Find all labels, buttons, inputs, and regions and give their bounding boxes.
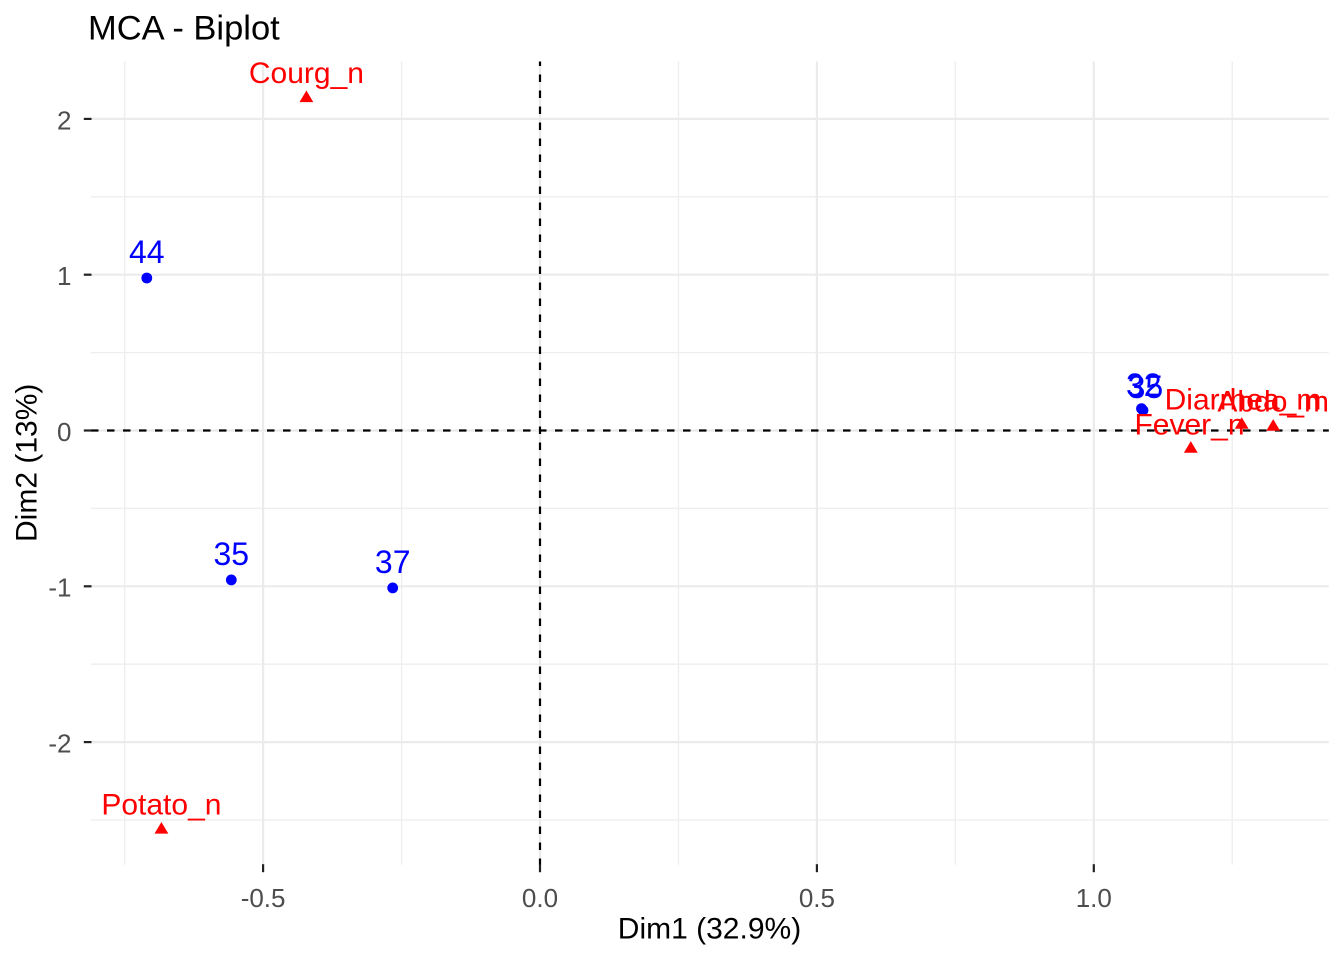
svg-text:0: 0 [57,417,71,447]
svg-text:Potato_n: Potato_n [101,788,221,821]
svg-text:-2: -2 [48,729,71,759]
svg-text:Dim1 (32.9%): Dim1 (32.9%) [618,912,801,945]
svg-text:35: 35 [1128,369,1164,405]
svg-text:Dim2 (13%): Dim2 (13%) [11,384,44,542]
svg-text:37: 37 [375,544,411,580]
svg-text:44: 44 [129,234,165,270]
svg-text:0.5: 0.5 [799,883,835,913]
svg-text:MCA - Biplot: MCA - Biplot [88,9,280,47]
svg-text:-0.5: -0.5 [241,883,286,913]
svg-text:Diarrhea_m: Diarrhea_m [1165,383,1322,416]
svg-text:Courg_n: Courg_n [249,57,364,90]
svg-text:Fever_n: Fever_n [1134,409,1244,442]
svg-text:0.0: 0.0 [522,883,558,913]
svg-text:Abdo_m: Abdo_m [1217,386,1329,419]
svg-text:35: 35 [214,536,250,572]
svg-text:32: 32 [1126,367,1162,403]
svg-text:1: 1 [57,261,71,291]
svg-text:1.0: 1.0 [1076,883,1112,913]
svg-text:2: 2 [57,105,71,135]
svg-text:-1: -1 [48,573,71,603]
